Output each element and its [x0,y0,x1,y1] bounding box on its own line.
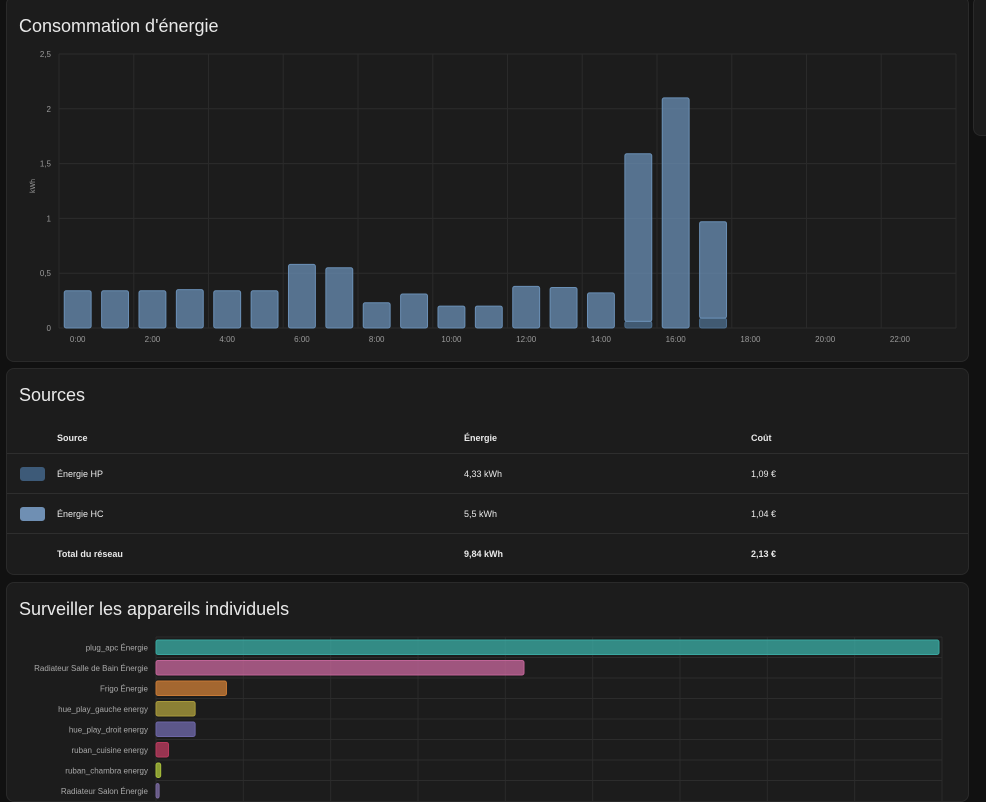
side-card-edge [973,0,986,136]
bar-hc [624,153,653,322]
x-tick-label: 4:00 [219,335,235,344]
bar-hp [699,317,728,329]
x-tick-label: 18:00 [740,335,761,344]
device-label: Frigo Énergie [100,684,149,693]
energy-card-title: Consommation d'énergie [19,16,219,36]
device-bar [155,639,940,655]
sources-table: Source Énergie Coût Énergie HP 4,33 kWh … [7,423,968,573]
y-tick-label: 0,5 [40,269,52,278]
device-bar [155,721,196,737]
source-cost: 1,09 € [751,468,777,479]
device-bar [155,762,162,778]
x-tick-label: 0:00 [70,335,86,344]
bar-hc [400,293,429,329]
table-row: Énergie HC 5,5 kWh 1,04 € [7,493,968,533]
x-tick-label: 6:00 [294,335,310,344]
x-tick-label: 14:00 [591,335,612,344]
device-label: hue_play_gauche energy [58,705,148,714]
devices-card: Surveiller les appareils individuels plu… [6,582,969,802]
device-label: hue_play_droit energy [69,725,148,734]
bar-hc [512,285,541,329]
source-name: Énergie HC [57,508,104,519]
energy-bar-chart: 0 0,5 1 1,5 2 2,5 0:00 2:00 4:00 6:00 8:00 10:00 12:… [30,50,957,344]
x-tick-label: 8:00 [369,335,385,344]
bar-hc [101,290,130,329]
bar-hc [250,290,279,329]
x-tick-label: 2:00 [145,335,161,344]
energy-hp-swatch [20,466,45,481]
y-tick-label: 0 [47,324,52,333]
x-tick-label: 20:00 [815,335,836,344]
bar-hc [213,290,242,329]
device-label: ruban_chambra energy [65,766,148,775]
header-energy: Énergie [464,433,498,443]
devices-card-title: Surveiller les appareils individuels [19,599,290,619]
total-energy: 9,84 kWh [464,548,504,559]
bar-hc [474,305,503,329]
bar-hc [661,97,690,329]
device-label: Radiateur Salon Énergie [61,787,149,796]
bar-hc [699,221,728,319]
bar-hp [624,320,653,329]
x-tick-label: 16:00 [666,335,687,344]
bar-hc [63,290,92,329]
bar-hc [287,263,316,329]
bar-hc [586,292,615,329]
energy-consumption-card: Consommation d'énergie 0 0,5 1 1,5 2 2,5 0:00 2… [6,0,969,362]
x-tick-label: 10:00 [441,335,462,344]
device-bar [155,701,196,717]
header-source: Source [57,433,88,443]
device-bar [155,660,525,676]
y-tick-label: 1 [47,214,52,223]
y-axis-label: kWh [30,179,37,193]
device-label: Radiateur Salle de Bain Énergie [34,664,148,673]
bar-hc [138,290,167,329]
header-cost: Coût [751,433,772,443]
source-cost: 1,04 € [751,508,777,519]
source-name: Énergie HP [57,468,104,479]
source-energy: 5,5 kWh [464,508,498,519]
bar-hc [362,302,391,329]
x-tick-label: 12:00 [516,335,537,344]
energy-hc-swatch [20,506,45,521]
device-bar [155,742,170,758]
bar-hc [549,286,578,329]
table-row: Énergie HP 4,33 kWh 1,09 € [7,453,968,493]
y-tick-label: 2 [47,105,52,114]
device-bar [155,680,227,696]
sources-table-header: Source Énergie Coût [7,423,968,453]
x-tick-label: 22:00 [890,335,911,344]
bar-hc [175,289,204,329]
sources-card-title: Sources [19,385,86,405]
sources-card: Sources Source Énergie Coût Énergie HP 4… [6,368,969,575]
devices-bar-chart: plug_apc Énergie Radiateur Salle de Bain … [34,636,943,801]
bar-hc [437,305,466,329]
y-tick-label: 2,5 [40,50,52,59]
source-energy: 4,33 kWh [464,468,503,479]
device-label: ruban_cuisine energy [72,746,149,755]
total-row: Total du réseau 9,84 kWh 2,13 € [7,533,968,573]
total-cost: 2,13 € [751,548,777,559]
device-bar [155,783,160,799]
total-name: Total du réseau [57,548,123,559]
device-label: plug_apc Énergie [86,643,149,652]
y-tick-label: 1,5 [40,160,52,169]
bar-hc [325,267,354,329]
